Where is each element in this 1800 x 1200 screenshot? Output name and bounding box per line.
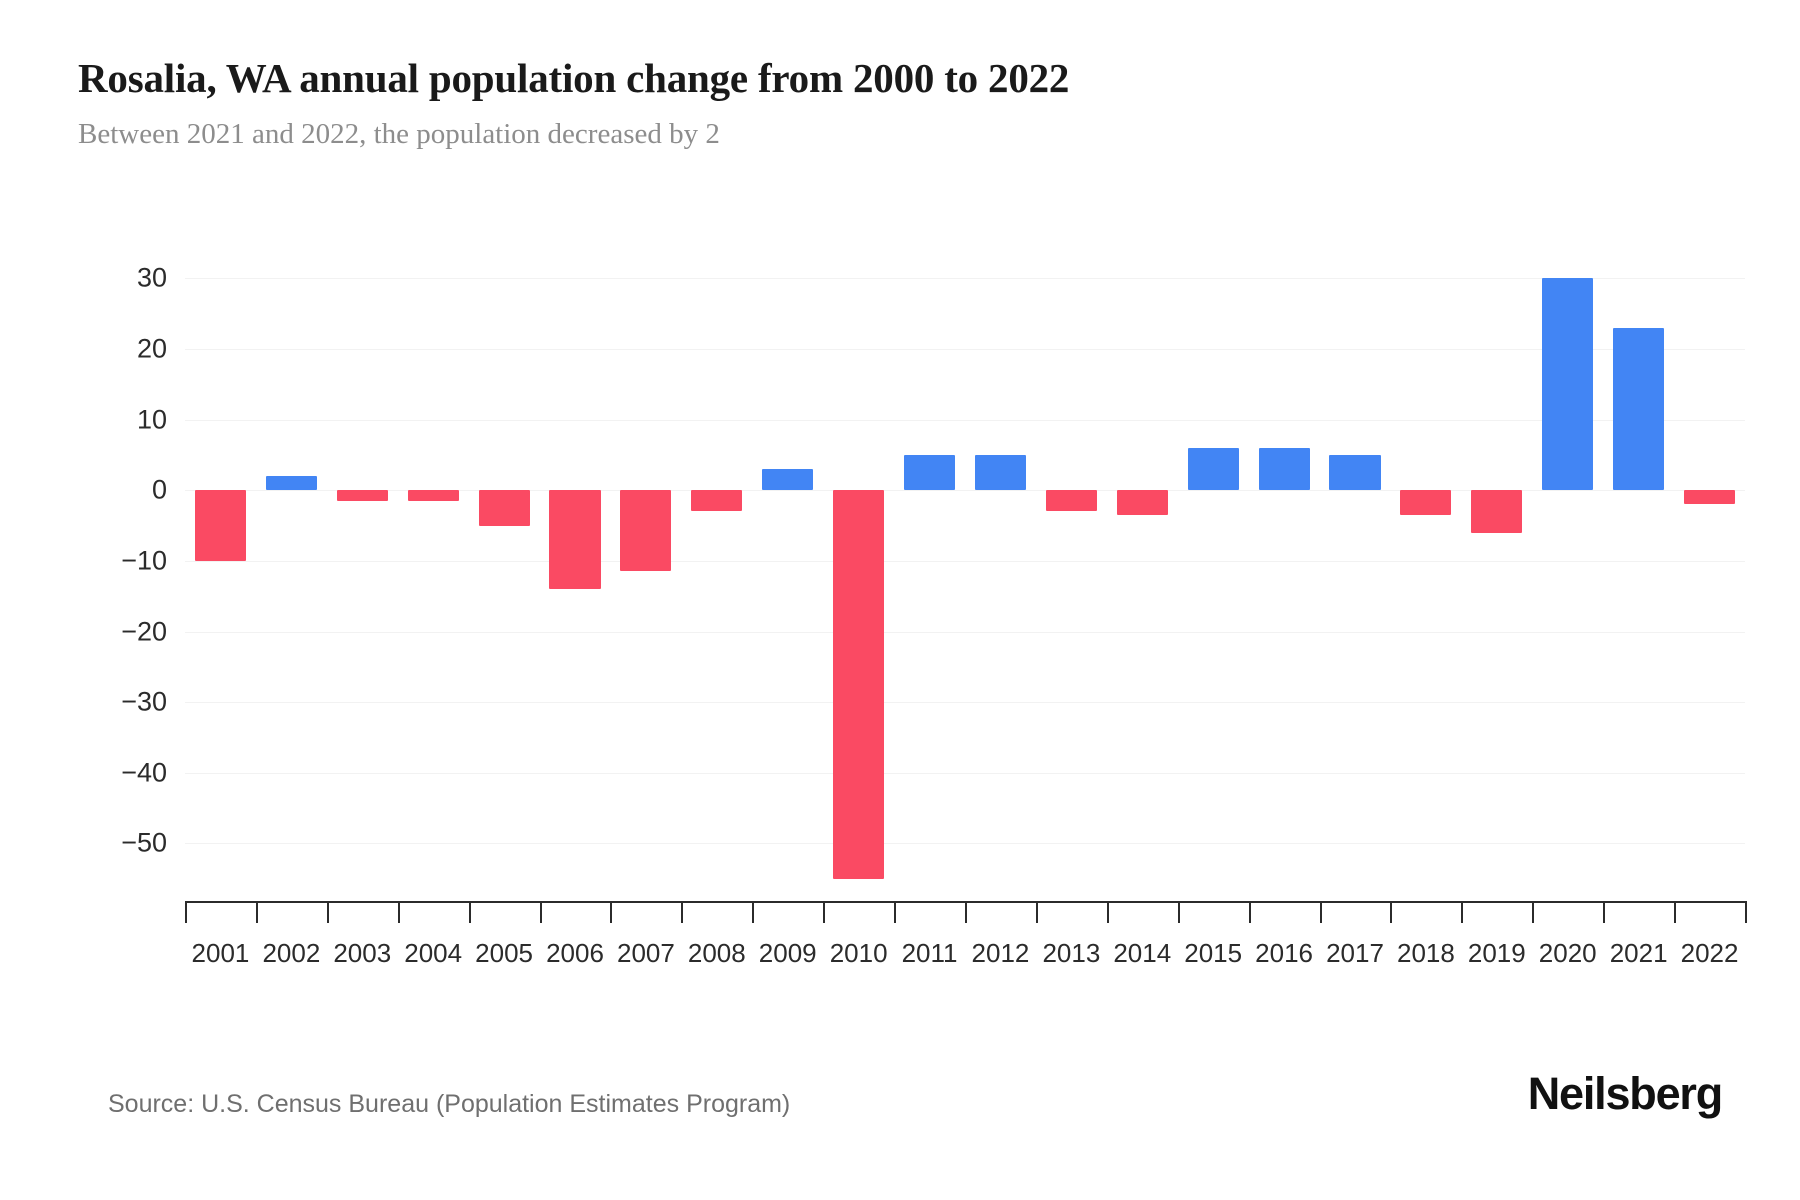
y-axis-tick-label: 0 <box>151 474 167 505</box>
gridline <box>185 348 1745 350</box>
y-axis-tick-label: −10 <box>121 545 167 576</box>
y-axis-tick-label: −50 <box>121 827 167 858</box>
x-axis-tick <box>326 901 329 923</box>
x-axis-tick-label: 2001 <box>191 938 250 968</box>
x-axis-tick <box>1532 901 1535 923</box>
gridline <box>185 772 1745 774</box>
x-axis-tick <box>255 901 258 923</box>
x-axis-tick <box>185 901 187 923</box>
x-axis-tick-label: 2011 <box>901 938 958 968</box>
x-axis-tick <box>752 901 755 923</box>
bar-2018[interactable] <box>1400 490 1452 515</box>
bar-2006[interactable] <box>549 490 601 590</box>
x-axis-tick-label: 2007 <box>616 938 675 968</box>
bar-2020[interactable] <box>1542 278 1594 491</box>
bar-2010[interactable] <box>833 490 885 879</box>
x-axis-tick-label: 2004 <box>404 938 463 968</box>
bar-2016[interactable] <box>1258 447 1310 491</box>
bar-2002[interactable] <box>265 476 317 491</box>
gridline <box>185 419 1745 421</box>
x-axis-tick-label: 2017 <box>1326 938 1384 968</box>
plot-region <box>185 250 1745 900</box>
x-axis-tick-label: 2013 <box>1042 938 1101 968</box>
x-axis-tick <box>1603 901 1606 923</box>
x-axis-tick-label: 2012 <box>971 938 1030 968</box>
x-axis-tick <box>681 901 684 923</box>
x-axis-tick-label: 2010 <box>829 938 888 968</box>
x-axis-tick <box>397 901 400 923</box>
x-axis-tick <box>1106 901 1109 923</box>
x-axis-tick-label: 2020 <box>1538 938 1597 968</box>
bar-2011[interactable] <box>904 454 956 491</box>
bar-2015[interactable] <box>1187 447 1239 491</box>
x-axis-tick <box>1461 901 1464 923</box>
source-note: Source: U.S. Census Bureau (Population E… <box>108 1090 791 1118</box>
y-axis-tick-label: 20 <box>136 333 167 364</box>
y-axis-tick-label: 10 <box>136 404 167 435</box>
bar-2017[interactable] <box>1329 454 1381 491</box>
y-axis-tick-label: −30 <box>121 686 167 717</box>
x-axis-tick <box>1177 901 1180 923</box>
page-title: Rosalia, WA annual population change fro… <box>78 55 1070 101</box>
x-axis-tick-label: 2003 <box>333 938 392 968</box>
bar-2022[interactable] <box>1684 490 1736 505</box>
x-axis-tick-label: 2015 <box>1184 938 1243 968</box>
x-axis-tick-label: 2006 <box>546 938 604 968</box>
bar-2012[interactable] <box>974 454 1026 491</box>
bar-2007[interactable] <box>620 490 672 572</box>
x-axis-tick <box>610 901 613 923</box>
x-axis-tick-label: 2014 <box>1113 938 1172 968</box>
gridline <box>185 702 1745 704</box>
bar-2001[interactable] <box>194 490 246 561</box>
x-axis-tick <box>1390 901 1393 923</box>
x-axis-tick-label: 2002 <box>262 938 321 968</box>
gridline <box>185 843 1745 845</box>
bar-2019[interactable] <box>1471 490 1523 533</box>
bar-2008[interactable] <box>691 490 743 512</box>
y-axis-tick-label: −20 <box>121 616 167 647</box>
x-axis-tick-label: 2016 <box>1255 938 1313 968</box>
x-axis-tick <box>823 901 826 923</box>
bar-2003[interactable] <box>336 490 388 501</box>
x-axis-tick-label: 2018 <box>1396 938 1455 968</box>
x-axis-tick-label: 2022 <box>1680 938 1739 968</box>
gridline <box>185 490 1745 492</box>
page-subtitle: Between 2021 and 2022, the population de… <box>78 118 720 150</box>
x-axis-tick <box>1035 901 1038 923</box>
y-axis-tick-label: 30 <box>136 262 167 293</box>
x-axis-tick-label: 2019 <box>1467 938 1526 968</box>
x-axis-tick <box>1248 901 1251 923</box>
gridline <box>185 278 1745 280</box>
x-axis-tick <box>894 901 897 923</box>
gridline <box>185 560 1745 562</box>
x-axis-tick <box>1674 901 1677 923</box>
bar-2021[interactable] <box>1613 327 1665 491</box>
x-axis-tick-label: 2008 <box>687 938 746 968</box>
brand-logo: Neilsberg <box>1527 1068 1723 1119</box>
x-axis-tick-label: 2005 <box>475 938 533 968</box>
x-axis-tick-label: 2021 <box>1609 938 1668 968</box>
x-axis-tick <box>965 901 967 923</box>
x-axis-tick <box>468 901 471 923</box>
x-axis-tick-label: 2009 <box>758 938 817 968</box>
gridline <box>185 631 1745 633</box>
x-axis-tick <box>1745 901 1747 923</box>
y-axis-tick-label: −40 <box>121 757 167 788</box>
bar-2014[interactable] <box>1116 490 1168 515</box>
x-axis-tick <box>1319 901 1322 923</box>
x-axis-tick <box>539 901 542 923</box>
bar-2013[interactable] <box>1045 490 1097 512</box>
bar-2005[interactable] <box>478 490 530 526</box>
bar-2009[interactable] <box>762 469 814 491</box>
bar-2004[interactable] <box>407 490 459 501</box>
